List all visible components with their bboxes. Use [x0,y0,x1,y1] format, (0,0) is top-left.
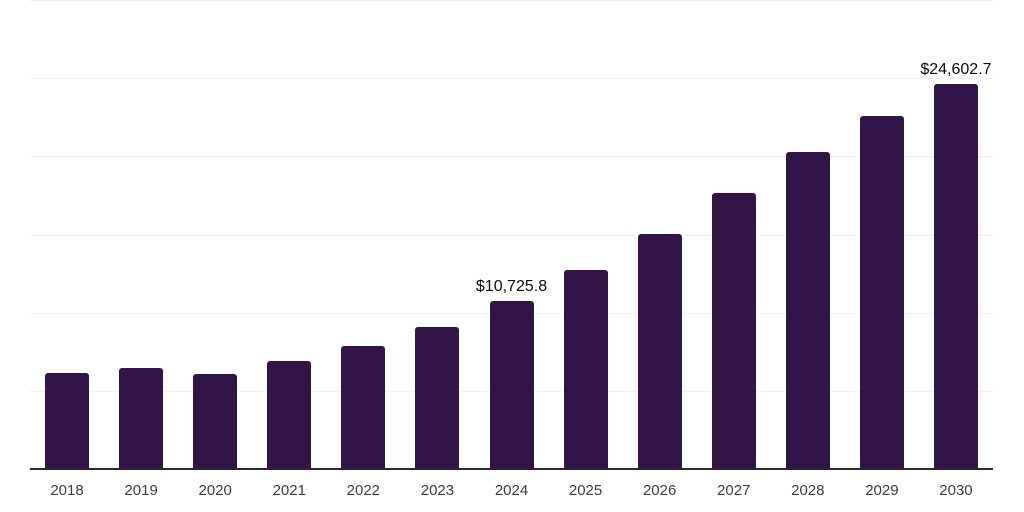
bar-value-label-2024: $10,725.8 [475,278,548,296]
x-axis-label-2019: 2019 [124,482,158,499]
x-axis-label-2021: 2021 [272,482,306,499]
bar-2028 [785,151,830,469]
bar-2022 [341,346,386,469]
bar-2025 [563,270,608,469]
x-axis-label-2029: 2029 [865,482,899,499]
bar-2021 [267,361,312,469]
bar-2029 [859,115,904,469]
x-axis-label-2025: 2025 [568,482,603,499]
bar-2024 [489,301,534,469]
bar-2019 [119,367,164,469]
x-axis-label-2026: 2026 [642,482,677,499]
gridline-20000 [30,156,993,158]
x-axis-label-2027: 2027 [717,482,751,499]
bar-2026 [637,234,682,469]
bar-2020 [193,373,238,469]
x-axis-line [30,468,993,470]
gridline-25000 [30,78,993,80]
x-axis-label-2028: 2028 [791,482,825,499]
plot-area: $10,725.8 $24,602.7 [30,0,993,470]
x-axis-label-2023: 2023 [420,482,455,499]
x-axis-label-2018: 2018 [50,482,84,499]
bar-2027 [711,193,756,469]
bar-2030 [933,84,978,469]
x-axis-label-2020: 2020 [198,482,232,499]
gridline-30000 [30,0,993,1]
bar-2018 [45,372,90,469]
x-axis-label-2024: 2024 [494,482,529,499]
gridline-15000 [30,234,993,236]
x-axis-label-2022: 2022 [346,482,381,499]
bar-2023 [415,327,460,469]
x-axis-label-2030: 2030 [939,482,973,499]
bar-value-label-2030: $24,602.7 [920,61,992,79]
